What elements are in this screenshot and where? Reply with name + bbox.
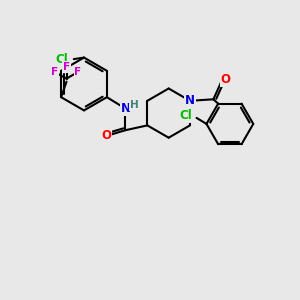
Text: O: O (220, 73, 230, 86)
Text: N: N (185, 94, 195, 107)
Text: O: O (101, 129, 111, 142)
Text: Cl: Cl (56, 52, 68, 66)
Text: Cl: Cl (179, 109, 192, 122)
Text: F: F (63, 62, 70, 72)
Text: F: F (74, 67, 82, 77)
Text: H: H (130, 100, 139, 110)
Text: N: N (121, 102, 130, 115)
Text: F: F (51, 67, 58, 77)
